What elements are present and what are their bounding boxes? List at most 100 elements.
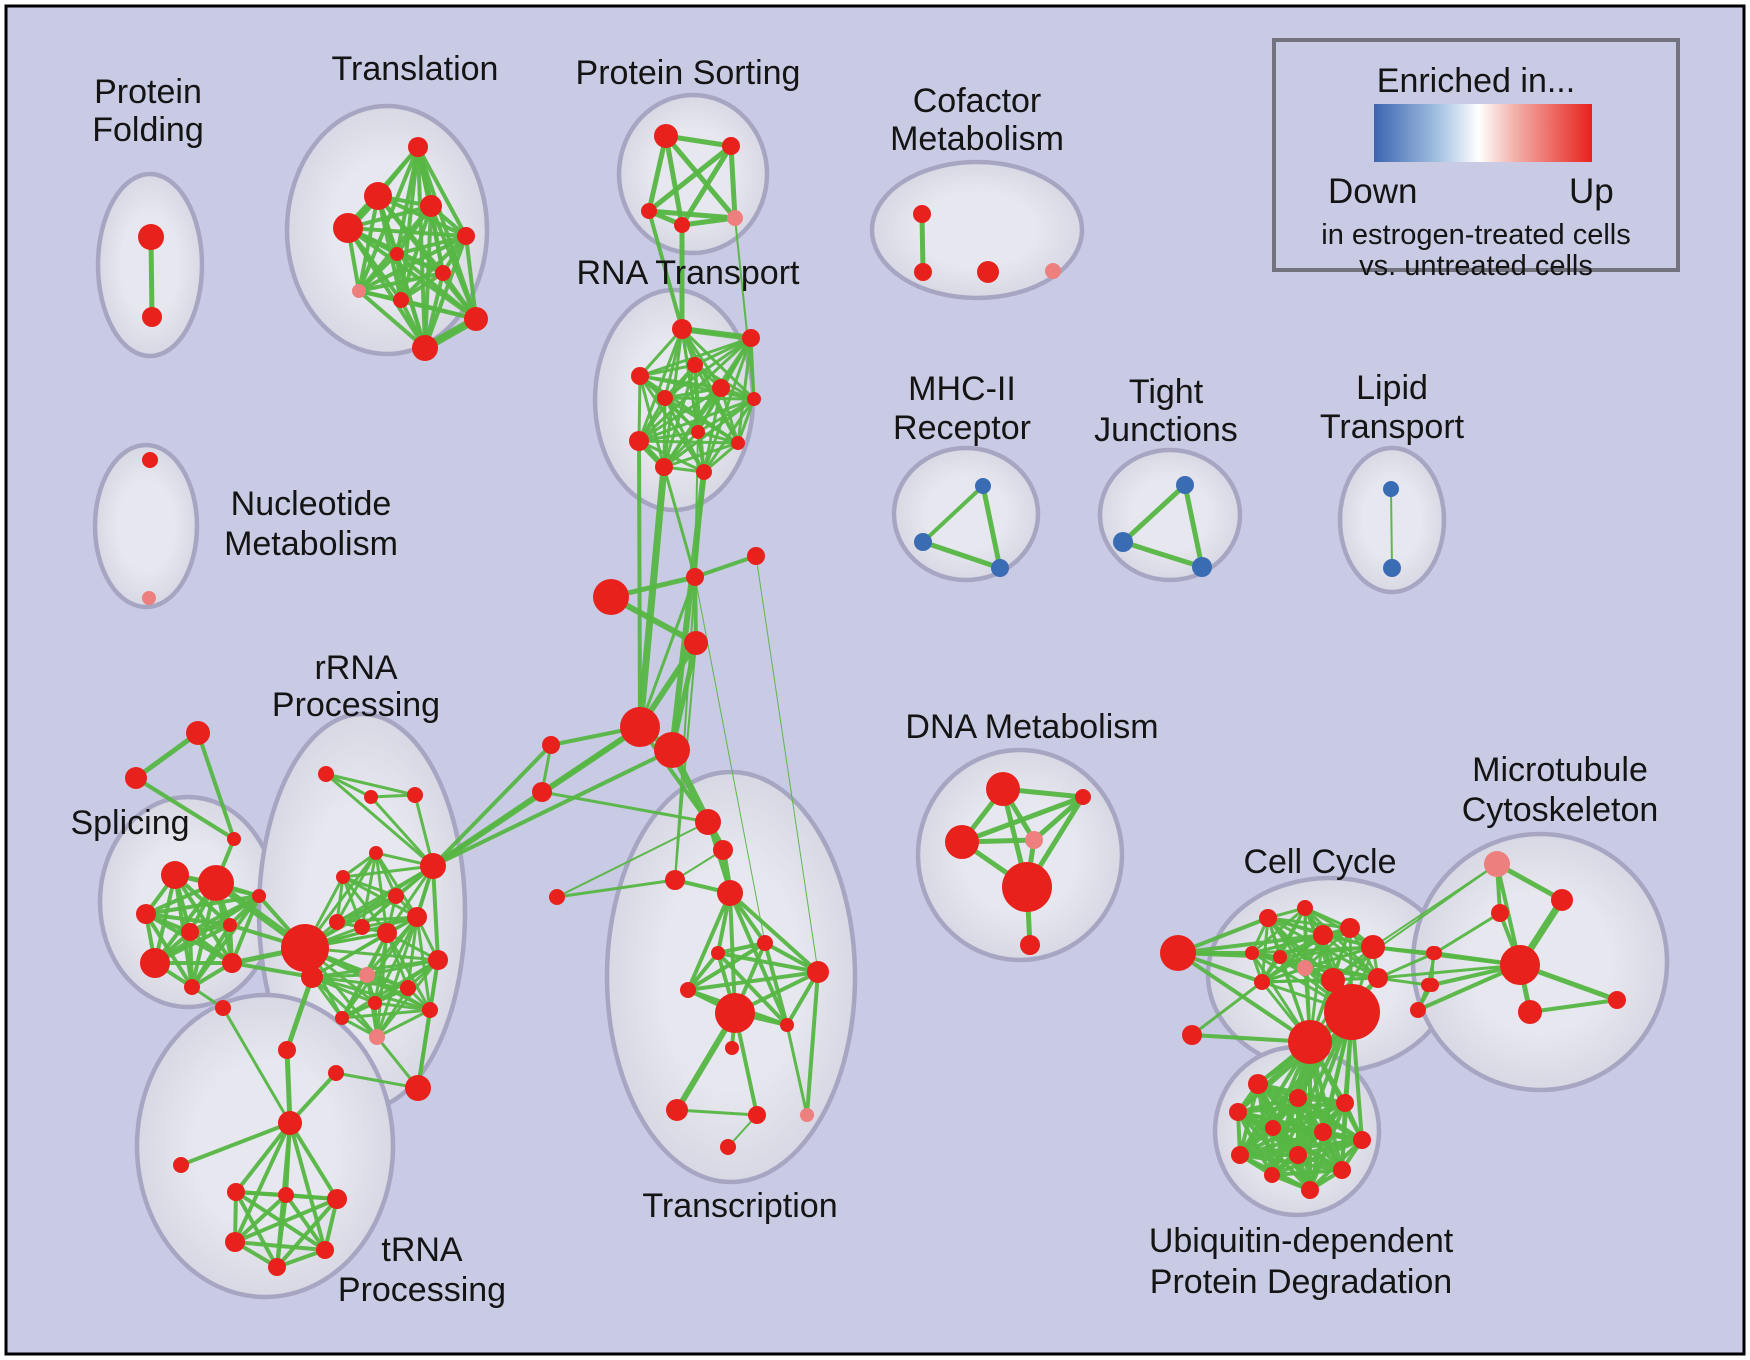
- gene-set-node[interactable]: [161, 861, 189, 889]
- gene-set-node[interactable]: [407, 787, 423, 803]
- gene-set-node[interactable]: [336, 870, 350, 884]
- gene-set-node[interactable]: [186, 721, 210, 745]
- gene-set-node[interactable]: [142, 591, 156, 605]
- gene-set-node[interactable]: [142, 452, 158, 468]
- gene-set-node[interactable]: [807, 961, 829, 983]
- gene-set-node[interactable]: [641, 203, 657, 219]
- gene-set-node[interactable]: [328, 1065, 344, 1081]
- gene-set-node[interactable]: [748, 1106, 766, 1124]
- gene-set-node[interactable]: [1301, 1181, 1319, 1199]
- gene-set-node[interactable]: [1025, 831, 1043, 849]
- gene-set-node[interactable]: [390, 247, 404, 261]
- gene-set-node[interactable]: [173, 1157, 189, 1173]
- gene-set-node[interactable]: [680, 982, 696, 998]
- gene-set-node[interactable]: [1229, 1103, 1247, 1121]
- gene-set-node[interactable]: [369, 846, 383, 860]
- gene-set-node[interactable]: [140, 948, 170, 978]
- gene-set-node[interactable]: [1288, 1020, 1332, 1064]
- gene-set-node[interactable]: [1314, 1123, 1332, 1141]
- gene-set-node[interactable]: [457, 227, 475, 245]
- gene-set-node[interactable]: [318, 766, 334, 782]
- gene-set-node[interactable]: [364, 790, 378, 804]
- gene-set-node[interactable]: [1551, 889, 1573, 911]
- gene-set-node[interactable]: [327, 1189, 347, 1209]
- gene-set-node[interactable]: [684, 631, 708, 655]
- gene-set-node[interactable]: [184, 979, 200, 995]
- gene-set-node[interactable]: [333, 213, 363, 243]
- gene-set-node[interactable]: [780, 1018, 794, 1032]
- gene-set-node[interactable]: [747, 392, 761, 406]
- gene-set-node[interactable]: [945, 825, 979, 859]
- gene-set-node[interactable]: [408, 137, 428, 157]
- gene-set-node[interactable]: [222, 953, 242, 973]
- gene-set-node[interactable]: [329, 914, 345, 930]
- gene-set-node[interactable]: [593, 579, 629, 615]
- gene-set-node[interactable]: [198, 865, 234, 901]
- gene-set-node[interactable]: [731, 436, 745, 450]
- gene-set-node[interactable]: [1264, 1167, 1280, 1183]
- gene-set-node[interactable]: [691, 425, 705, 439]
- gene-set-node[interactable]: [225, 1232, 245, 1252]
- gene-set-node[interactable]: [1297, 960, 1313, 976]
- gene-set-node[interactable]: [725, 1041, 739, 1055]
- gene-set-node[interactable]: [227, 832, 241, 846]
- gene-set-node[interactable]: [354, 919, 370, 935]
- gene-set-node[interactable]: [1113, 532, 1133, 552]
- gene-set-node[interactable]: [364, 182, 392, 210]
- gene-set-node[interactable]: [1608, 991, 1626, 1009]
- gene-set-node[interactable]: [1518, 1000, 1542, 1024]
- gene-set-node[interactable]: [316, 1241, 334, 1259]
- gene-set-node[interactable]: [215, 1000, 231, 1016]
- gene-set-node[interactable]: [377, 923, 397, 943]
- gene-set-node[interactable]: [435, 265, 451, 281]
- gene-set-node[interactable]: [1020, 935, 1040, 955]
- gene-set-node[interactable]: [181, 923, 199, 941]
- gene-set-node[interactable]: [1273, 950, 1287, 964]
- gene-set-node[interactable]: [991, 559, 1009, 577]
- gene-set-node[interactable]: [712, 379, 730, 397]
- gene-set-node[interactable]: [1248, 1074, 1268, 1094]
- gene-set-node[interactable]: [720, 1139, 736, 1155]
- gene-set-node[interactable]: [1254, 974, 1270, 990]
- gene-set-node[interactable]: [1500, 945, 1540, 985]
- gene-set-node[interactable]: [1160, 935, 1196, 971]
- gene-set-node[interactable]: [1182, 1025, 1202, 1045]
- gene-set-node[interactable]: [278, 1187, 294, 1203]
- gene-set-node[interactable]: [388, 888, 404, 904]
- gene-set-node[interactable]: [278, 1111, 302, 1135]
- gene-set-node[interactable]: [1425, 978, 1439, 992]
- gene-set-node[interactable]: [1289, 1089, 1307, 1107]
- gene-set-node[interactable]: [1336, 1094, 1354, 1112]
- gene-set-node[interactable]: [369, 1029, 385, 1045]
- gene-set-node[interactable]: [268, 1258, 286, 1276]
- gene-set-node[interactable]: [1333, 1161, 1351, 1179]
- gene-set-node[interactable]: [1383, 559, 1401, 577]
- gene-set-node[interactable]: [1002, 862, 1052, 912]
- gene-set-node[interactable]: [655, 458, 673, 476]
- gene-set-node[interactable]: [464, 307, 488, 331]
- gene-set-node[interactable]: [1259, 909, 1277, 927]
- gene-set-node[interactable]: [1353, 1131, 1371, 1149]
- gene-set-node[interactable]: [727, 210, 743, 226]
- gene-set-node[interactable]: [1231, 1146, 1249, 1164]
- gene-set-node[interactable]: [1075, 789, 1091, 805]
- gene-set-node[interactable]: [428, 950, 448, 970]
- gene-set-node[interactable]: [368, 996, 382, 1010]
- gene-set-node[interactable]: [1383, 481, 1399, 497]
- gene-set-node[interactable]: [914, 263, 932, 281]
- gene-set-node[interactable]: [717, 880, 743, 906]
- gene-set-node[interactable]: [687, 357, 703, 373]
- gene-set-node[interactable]: [1340, 918, 1360, 938]
- gene-set-node[interactable]: [1265, 1120, 1281, 1136]
- gene-set-node[interactable]: [1484, 851, 1510, 877]
- gene-set-node[interactable]: [629, 431, 649, 451]
- gene-set-node[interactable]: [227, 1183, 245, 1201]
- gene-set-node[interactable]: [696, 464, 712, 480]
- gene-set-node[interactable]: [1245, 946, 1259, 960]
- gene-set-node[interactable]: [1410, 1002, 1426, 1018]
- gene-set-node[interactable]: [1176, 476, 1194, 494]
- gene-set-node[interactable]: [407, 907, 427, 927]
- gene-set-node[interactable]: [532, 782, 552, 802]
- gene-set-node[interactable]: [914, 533, 932, 551]
- gene-set-node[interactable]: [1426, 946, 1440, 960]
